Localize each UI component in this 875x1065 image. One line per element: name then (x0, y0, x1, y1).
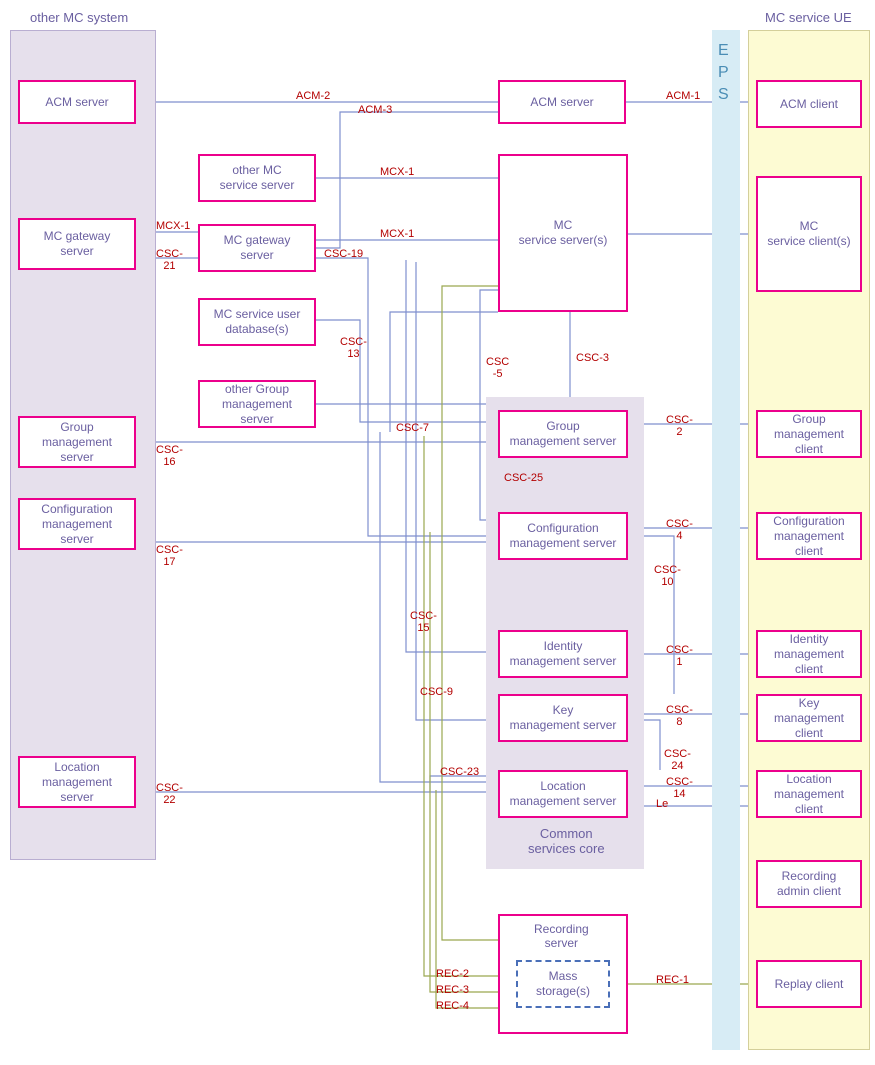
edge-label: ACM-3 (358, 104, 392, 116)
node-acm-srv-left: ACM server (18, 80, 136, 124)
edge-label: CSC-25 (504, 472, 543, 484)
node-grp-mgmt-left: Group management server (18, 416, 136, 468)
node-mc-srv: MC service server(s) (498, 154, 628, 312)
edge-label: REC-3 (436, 984, 469, 996)
node-label: Location management server (26, 760, 128, 805)
edge-label: CSC-3 (576, 352, 609, 364)
node-id-mgmt: Identity management server (498, 630, 628, 678)
node-loc-client: Location management client (756, 770, 862, 818)
node-label: MC service user database(s) (214, 307, 301, 337)
node-label: Mass storage(s) (536, 969, 590, 999)
node-rec-admin: Recording admin client (756, 860, 862, 908)
node-cfg-client: Configuration management client (756, 512, 862, 560)
edge-label: CSC- 14 (666, 776, 693, 800)
node-key-mgmt: Key management server (498, 694, 628, 742)
node-label: MC service server(s) (519, 218, 608, 248)
node-label: Group management client (764, 412, 854, 457)
node-label: Configuration management server (510, 521, 617, 551)
diagram-stage: other MC system Common services core MC se… (0, 0, 875, 1065)
edge-label: CSC-19 (324, 248, 363, 260)
node-acm-client: ACM client (756, 80, 862, 128)
node-label: Recording admin client (777, 869, 841, 899)
node-acm-srv-ctr: ACM server (498, 80, 626, 124)
node-label: Key management client (764, 696, 854, 741)
edge-label: CSC- 2 (666, 414, 693, 438)
node-mc-client: MC service client(s) (756, 176, 862, 292)
node-label: Location management client (764, 772, 854, 817)
node-label: Identity management client (764, 632, 854, 677)
eps-letter: E (718, 42, 729, 60)
node-label: MC service client(s) (767, 219, 850, 249)
node-grp-mgmt-ctr: Group management server (498, 410, 628, 458)
edge-label: Le (656, 798, 668, 810)
node-label: Configuration management client (764, 514, 854, 559)
edge-label: MCX-1 (156, 220, 190, 232)
eps-letter: S (718, 86, 729, 104)
edge-label: CSC -5 (486, 356, 509, 380)
edge-label: CSC- 16 (156, 444, 183, 468)
region-label-other-mc: other MC system (30, 10, 128, 25)
edge-label: CSC-9 (420, 686, 453, 698)
region-eps (712, 30, 740, 1050)
edge-label: CSC- 10 (654, 564, 681, 588)
node-label: other Group management server (206, 382, 308, 427)
node-label: MC gateway server (224, 233, 291, 263)
edge-label: CSC- 4 (666, 518, 693, 542)
eps-letter: P (718, 64, 729, 82)
node-cfg-mgmt-left: Configuration management server (18, 498, 136, 550)
edge-label: CSC-7 (396, 422, 429, 434)
node-label: MC gateway server (44, 229, 111, 259)
node-label: other MC service server (220, 163, 295, 193)
node-label: Replay client (775, 977, 844, 992)
edge-label: CSC-23 (440, 766, 479, 778)
node-replay-client: Replay client (756, 960, 862, 1008)
edge-label: ACM-1 (666, 90, 700, 102)
node-label: Key management server (510, 703, 617, 733)
edge-label: CSC- 21 (156, 248, 183, 272)
edge-label: ACM-2 (296, 90, 330, 102)
edge-label: MCX-1 (380, 166, 414, 178)
edge-label: MCX-1 (380, 228, 414, 240)
edge-label: REC-2 (436, 968, 469, 980)
node-label: Group management server (26, 420, 128, 465)
edge-label: CSC- 8 (666, 704, 693, 728)
node-label: Configuration management server (26, 502, 128, 547)
node-id-client: Identity management client (756, 630, 862, 678)
node-other-grp-mgmt: other Group management server (198, 380, 316, 428)
extra-label: Recording server (534, 922, 589, 950)
node-label: Identity management server (510, 639, 617, 669)
node-mc-gw-mid: MC gateway server (198, 224, 316, 272)
node-grp-client: Group management client (756, 410, 862, 458)
node-label: ACM server (530, 95, 593, 110)
edge-label: REC-4 (436, 1000, 469, 1012)
node-mc-userdb: MC service user database(s) (198, 298, 316, 346)
node-loc-mgmt-ctr: Location management server (498, 770, 628, 818)
node-mc-gw-left: MC gateway server (18, 218, 136, 270)
edge-label: REC-1 (656, 974, 689, 986)
node-other-mc-srv: other MC service server (198, 154, 316, 202)
node-cfg-mgmt-ctr: Configuration management server (498, 512, 628, 560)
edge-label: CSC- 24 (664, 748, 691, 772)
node-label: Group management server (510, 419, 617, 449)
region-label-mc-ue: MC service UE (765, 10, 852, 25)
region-label-csc: Common services core (528, 826, 605, 856)
edge-label: CSC- 13 (340, 336, 367, 360)
edge-label: CSC- 22 (156, 782, 183, 806)
node-mass-storage: Mass storage(s) (516, 960, 610, 1008)
node-label: ACM server (45, 95, 108, 110)
node-label: Location management server (510, 779, 617, 809)
edge-label: CSC- 17 (156, 544, 183, 568)
edge-label: CSC- 1 (666, 644, 693, 668)
node-key-client: Key management client (756, 694, 862, 742)
node-label: ACM client (780, 97, 838, 112)
node-loc-mgmt-left: Location management server (18, 756, 136, 808)
edge-label: CSC- 15 (410, 610, 437, 634)
